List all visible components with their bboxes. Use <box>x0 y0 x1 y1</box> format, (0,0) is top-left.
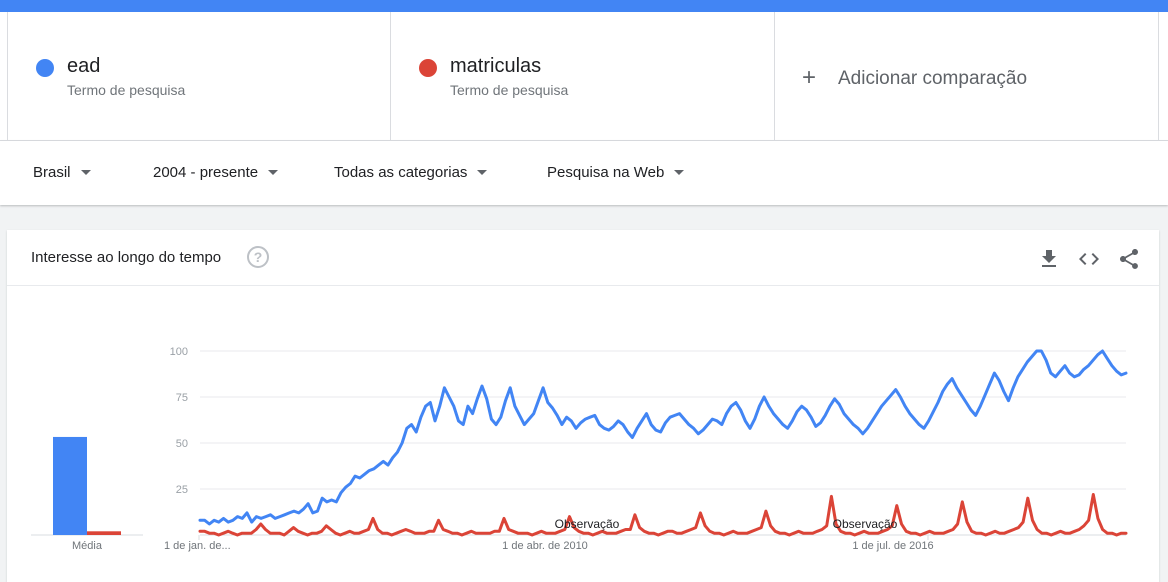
period-dropdown[interactable]: 2004 - presente <box>153 164 279 181</box>
category-dropdown[interactable]: Todas as categorias <box>334 164 488 181</box>
share-icon[interactable] <box>1117 247 1141 271</box>
region-dropdown[interactable]: Brasil <box>33 164 91 181</box>
add-comparison-button[interactable]: + Adicionar comparação <box>775 12 1159 140</box>
y-tick-label: 75 <box>176 392 188 404</box>
term-name[interactable]: ead <box>67 55 101 77</box>
chevron-down-icon <box>80 169 91 175</box>
annotation-label: Observação <box>833 517 898 531</box>
annotation-label: Observação <box>555 517 620 531</box>
interest-chart: Média 100 75 50 25 1 de jan. de... 1 de abr. d… <box>31 346 1128 552</box>
card-title: Interesse ao longo do tempo <box>31 249 222 266</box>
x-tick-label: 1 de jan. de... <box>164 540 231 552</box>
chevron-down-icon <box>268 169 279 175</box>
term-color-dot <box>36 59 54 77</box>
y-tick-label: 50 <box>176 438 188 450</box>
card-divider <box>7 285 1159 286</box>
term-subtitle: Termo de pesquisa <box>67 82 186 98</box>
download-icon[interactable] <box>1037 247 1061 271</box>
avg-bar-matriculas <box>87 531 121 535</box>
add-comparison-label: Adicionar comparação <box>838 68 1028 89</box>
search-type-dropdown[interactable]: Pesquisa na Web <box>547 164 685 181</box>
term-card-ead[interactable]: ead Termo de pesquisa <box>7 12 391 140</box>
chevron-down-icon <box>674 169 685 175</box>
avg-category-label: Média <box>72 540 103 552</box>
embed-code-icon[interactable] <box>1077 247 1101 271</box>
y-tick-label: 25 <box>176 484 188 496</box>
category-label: Todas as categorias <box>334 164 468 181</box>
y-tick-label: 100 <box>170 346 188 358</box>
search-type-label: Pesquisa na Web <box>547 164 665 181</box>
term-subtitle: Termo de pesquisa <box>450 82 569 98</box>
help-icon[interactable]: ? <box>247 246 269 268</box>
top-accent-bar <box>0 0 1168 12</box>
plus-icon: + <box>802 64 817 91</box>
x-tick-label: 1 de jul. de 2016 <box>852 540 933 552</box>
term-name[interactable]: matriculas <box>450 55 542 77</box>
interest-over-time-card: Interesse ao longo do tempo ? Média 100 75… <box>7 230 1159 582</box>
chevron-down-icon <box>477 169 488 175</box>
series-line-matriculas <box>198 493 1128 537</box>
term-card-matriculas[interactable]: matriculas Termo de pesquisa <box>391 12 775 140</box>
comparison-terms-row: ead Termo de pesquisa matriculas Termo d… <box>0 12 1168 141</box>
series-line-ead <box>198 349 1128 526</box>
term-color-dot <box>419 59 437 77</box>
x-tick-label: 1 de abr. de 2010 <box>502 540 588 552</box>
filter-bar: Brasil 2004 - presente Todas as categori… <box>0 141 1168 205</box>
avg-bar-ead <box>53 436 87 535</box>
region-label: Brasil <box>33 164 71 181</box>
period-label: 2004 - presente <box>153 164 259 181</box>
